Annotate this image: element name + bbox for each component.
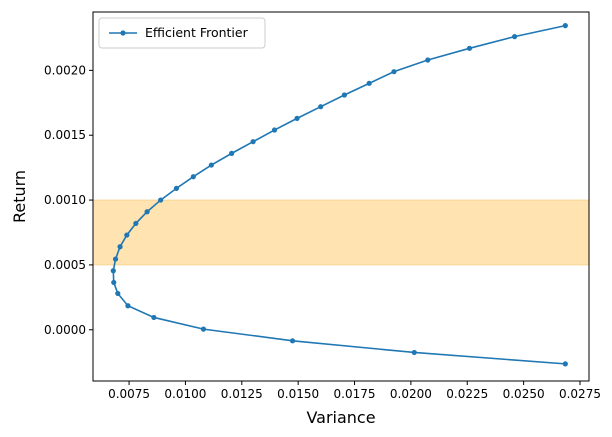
y-axis-ticks: 0.0000 0.0005 0.0010 0.0015 0.0020 <box>44 63 93 337</box>
y-tick-label: 0.0010 <box>44 193 86 207</box>
legend-marker-swatch <box>120 30 126 36</box>
data-point-0 <box>562 361 568 367</box>
axes-frame <box>92 11 590 382</box>
data-point-21 <box>294 115 300 121</box>
x-tick-label: 0.0125 <box>221 387 263 401</box>
data-point-25 <box>391 69 397 75</box>
legend-label-efficient-frontier: Efficient Frontier <box>145 25 249 40</box>
data-point-14 <box>158 197 164 203</box>
data-point-20 <box>271 127 278 133</box>
data-point-27 <box>466 45 473 51</box>
data-point-18 <box>229 150 235 156</box>
legend-box <box>98 17 266 49</box>
highlight-band <box>92 199 590 266</box>
x-axis-ticks: 0.0075 0.0100 0.0125 0.0150 0.0175 0.0200 0.02… <box>108 381 601 401</box>
plot-area <box>92 23 590 367</box>
data-point-19 <box>250 139 256 145</box>
data-point-23 <box>341 92 347 98</box>
data-point-15 <box>173 185 180 191</box>
x-axis-title: Variance <box>306 408 375 427</box>
y-axis-title: Return <box>10 170 29 223</box>
x-tick-label: 0.0150 <box>277 387 319 401</box>
data-point-16 <box>190 174 196 180</box>
data-point-7 <box>111 279 117 286</box>
data-point-13 <box>144 209 150 215</box>
data-point-22 <box>318 104 324 110</box>
data-point-11 <box>124 232 130 238</box>
x-tick-label: 0.0275 <box>559 387 601 401</box>
legend: Efficient Frontier <box>98 17 266 49</box>
data-point-6 <box>115 290 121 297</box>
data-point-1 <box>411 349 417 356</box>
data-point-26 <box>425 57 431 63</box>
series-markers <box>110 23 568 367</box>
y-tick-label: 0.0005 <box>44 258 86 272</box>
data-point-8 <box>110 268 116 274</box>
data-point-5 <box>125 303 131 309</box>
data-point-3 <box>200 326 207 332</box>
x-tick-label: 0.0175 <box>334 387 376 401</box>
data-point-24 <box>366 80 372 86</box>
x-tick-label: 0.0225 <box>446 387 488 401</box>
y-tick-label: 0.0000 <box>44 323 86 337</box>
x-tick-label: 0.0100 <box>164 387 206 401</box>
data-point-17 <box>208 162 214 168</box>
data-point-12 <box>133 220 139 227</box>
x-tick-label: 0.0075 <box>108 387 150 401</box>
data-point-28 <box>511 34 518 40</box>
data-point-10 <box>117 244 123 250</box>
data-point-9 <box>112 256 119 262</box>
x-tick-label: 0.0250 <box>503 387 545 401</box>
data-point-29 <box>562 23 568 29</box>
y-tick-label: 0.0020 <box>44 63 86 77</box>
data-point-4 <box>151 314 157 321</box>
x-tick-label: 0.0200 <box>390 387 432 401</box>
y-tick-label: 0.0015 <box>44 128 86 142</box>
data-point-2 <box>289 338 296 344</box>
series-line-efficient-frontier <box>112 24 566 365</box>
